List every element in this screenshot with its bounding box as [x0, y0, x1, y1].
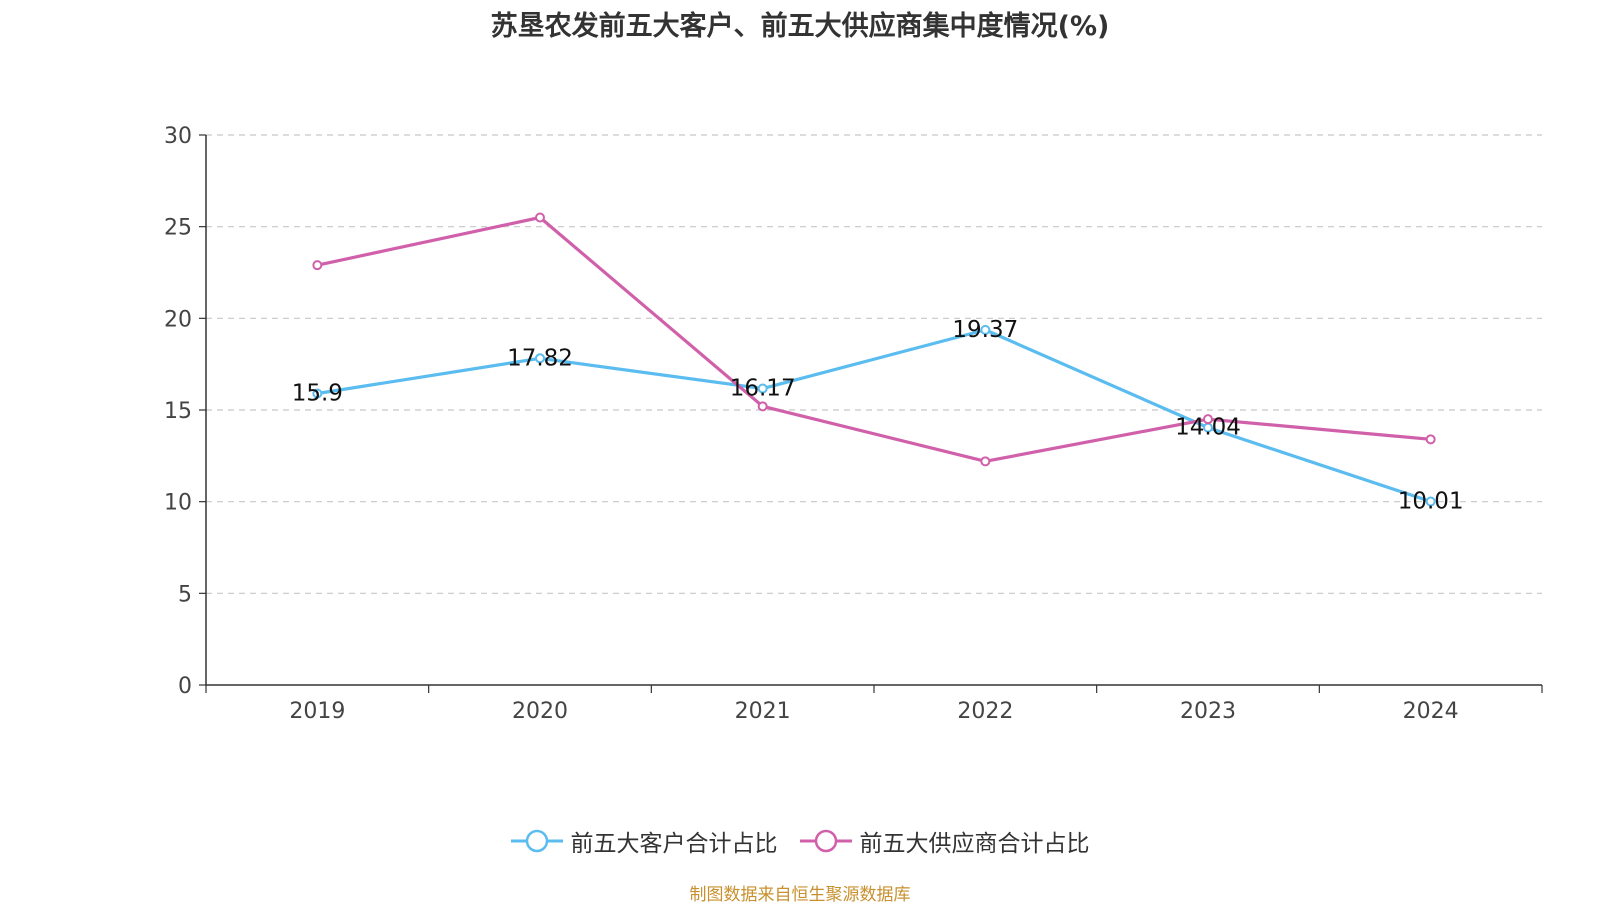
data-label: 15.9: [292, 381, 343, 407]
data-point-1: [1203, 414, 1213, 425]
legend-item-suppliers[interactable]: 前五大供应商合计占比: [799, 824, 1090, 858]
data-point-0: [312, 388, 323, 399]
data-point-1: [535, 212, 545, 223]
y-tick-label: 5: [178, 582, 192, 607]
legend-label-customers: 前五大客户合计占比: [570, 831, 778, 857]
x-tick-label: 2024: [1403, 699, 1459, 724]
x-tick-label: 2021: [735, 699, 791, 724]
x-tick-label: 2023: [1180, 699, 1236, 724]
data-point-0: [1425, 496, 1436, 507]
y-tick-label: 25: [164, 216, 192, 241]
y-tick-label: 30: [164, 124, 192, 149]
data-label: 10.01: [1398, 488, 1464, 514]
legend-item-customers[interactable]: 前五大客户合计占比: [510, 824, 778, 858]
data-point-0: [980, 324, 991, 335]
x-tick-label: 2022: [957, 699, 1013, 724]
data-point-0: [757, 383, 768, 394]
y-tick-label: 20: [164, 307, 192, 332]
chart-title: 苏垦农发前五大客户、前五大供应商集中度情况(%): [490, 11, 1110, 42]
data-point-0: [535, 353, 545, 364]
series-line-1: [316, 215, 1431, 463]
x-tick-label: 2020: [512, 699, 568, 724]
chart-legend: 前五大客户合计占比 前五大供应商合计占比: [0, 824, 1600, 858]
series-line-0: [317, 328, 1432, 504]
data-point-1: [980, 456, 991, 467]
x-tick-label: 2019: [289, 699, 345, 724]
legend-swatch-customers: [510, 829, 563, 853]
data-label: 16.17: [730, 376, 796, 402]
line-chart: 0 5 10 15 20 25 30 2019 2020 2021 2022 2023 2024 15.9…: [164, 124, 1543, 724]
data-label: 17.82: [507, 345, 573, 371]
y-tick-label: 10: [164, 491, 192, 516]
legend-label-suppliers: 前五大供应商合计占比: [859, 831, 1090, 857]
data-source-note: 制图数据来自恒生聚源数据库: [689, 885, 911, 905]
data-point-1: [312, 260, 323, 271]
data-point-1: [1425, 434, 1436, 445]
y-tick-label: 0: [178, 674, 192, 699]
legend-swatch-suppliers: [799, 829, 852, 853]
y-tick-label: 15: [164, 399, 192, 424]
data-point-1: [757, 401, 768, 412]
data-label: 19.37: [952, 317, 1018, 343]
data-label: 14.04: [1175, 415, 1241, 441]
